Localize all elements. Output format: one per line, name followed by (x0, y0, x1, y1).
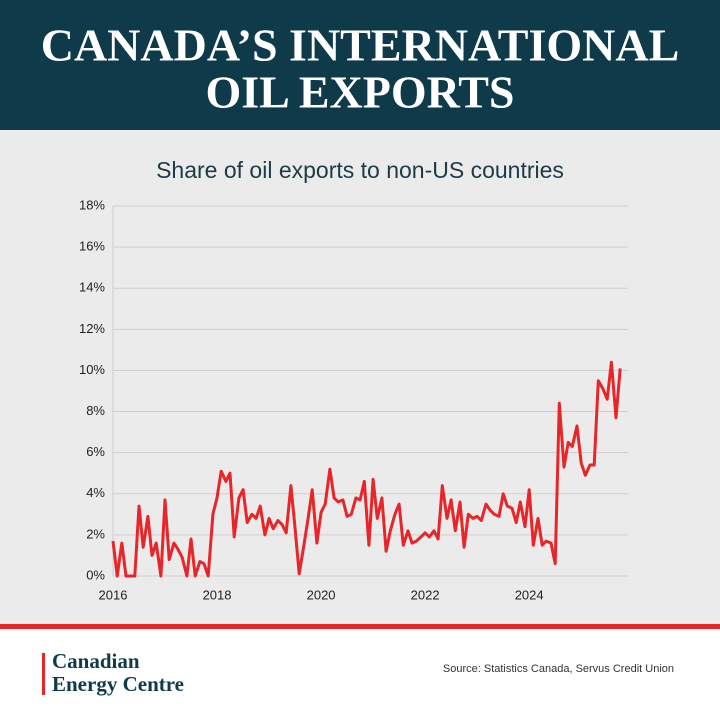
data-line (111, 360, 622, 578)
y-tick-label: 10% (79, 362, 105, 377)
x-tick-label: 2016 (99, 587, 128, 602)
y-tick-label: 4% (86, 485, 105, 500)
divider (0, 624, 720, 629)
y-tick-label: 14% (79, 280, 105, 295)
y-tick-label: 18% (79, 197, 105, 212)
logo-text: Canadian (52, 649, 140, 673)
y-tick-label: 6% (86, 444, 105, 459)
header-band (0, 0, 720, 130)
y-tick-label: 16% (79, 239, 105, 254)
logo-text: Energy Centre (52, 672, 184, 696)
footer-band (0, 629, 720, 720)
title-line: CANADA’S INTERNATIONAL (41, 20, 680, 71)
title-line: OIL EXPORTS (206, 67, 515, 118)
x-tick-label: 2020 (307, 587, 336, 602)
y-tick-label: 12% (79, 321, 105, 336)
y-tick-label: 8% (86, 403, 105, 418)
x-tick-label: 2018 (203, 587, 232, 602)
x-tick-label: 2022 (411, 587, 440, 602)
y-tick-label: 0% (86, 567, 105, 582)
chart-title: Share of oil exports to non-US countries (156, 157, 564, 183)
source-note: Source: Statistics Canada, Servus Credit… (443, 663, 674, 675)
x-tick-label: 2024 (515, 587, 544, 602)
chart-background (0, 130, 720, 624)
y-tick-label: 2% (86, 526, 105, 541)
logo-bar (42, 653, 45, 695)
